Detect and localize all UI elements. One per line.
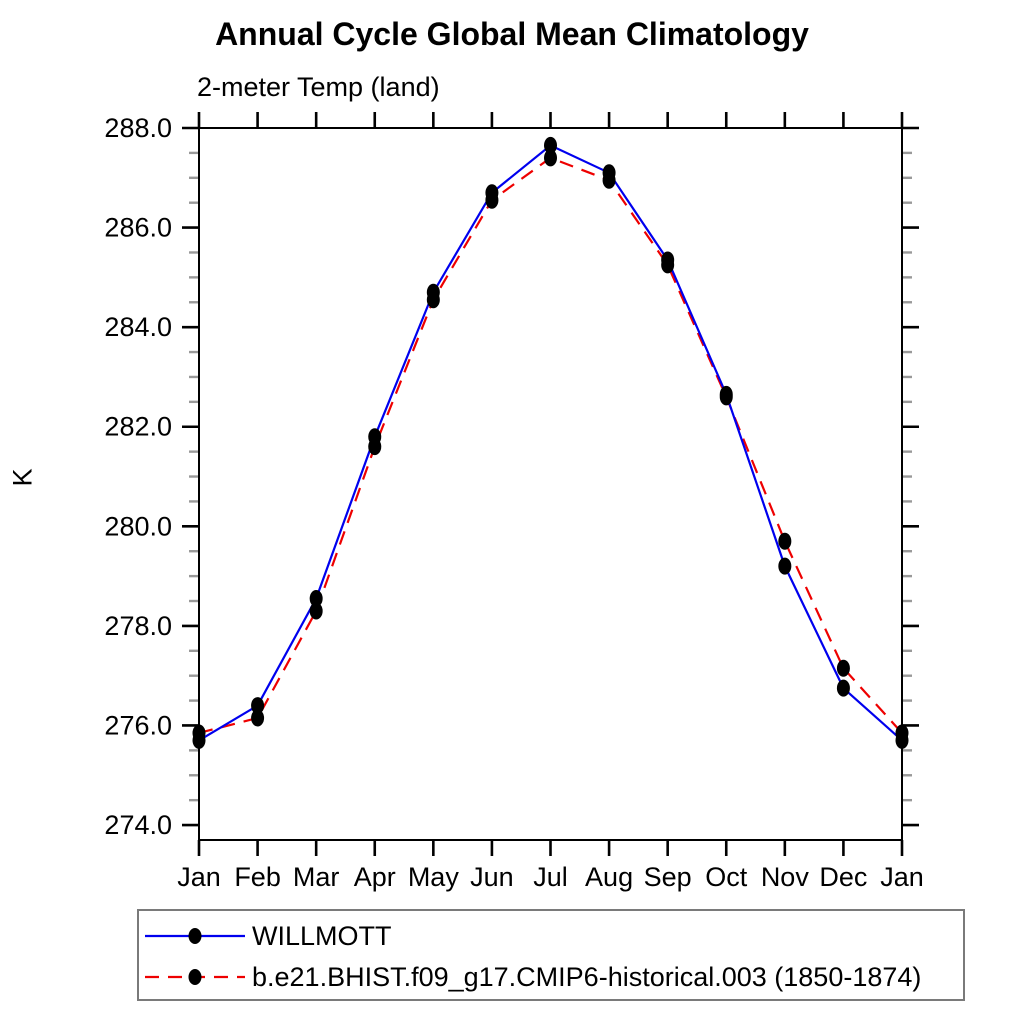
legend: WILLMOTT b.e21.BHIST.f09_g17.CMIP6-histo…	[137, 909, 965, 1001]
x-tick-label: Aug	[585, 862, 633, 892]
data-point-marker	[309, 602, 323, 620]
data-point-marker	[426, 291, 440, 309]
data-point-marker	[661, 256, 675, 274]
data-point-marker	[895, 724, 909, 742]
data-point-marker	[778, 557, 792, 575]
x-tick-label: Mar	[293, 862, 340, 892]
y-tick-label: 286.0	[104, 213, 172, 243]
x-tick-label: Dec	[819, 862, 867, 892]
data-point-marker	[719, 388, 733, 406]
data-point-marker	[485, 191, 499, 209]
data-point-marker	[368, 438, 382, 456]
series-line-willmott	[198, 144, 903, 742]
x-tick-label: Jul	[533, 862, 568, 892]
legend-sample-line-dashed	[145, 969, 245, 985]
legend-sample-line-solid	[145, 928, 245, 944]
data-point-marker	[192, 724, 206, 742]
x-tick-label: Jan	[880, 862, 924, 892]
x-tick-label: Sep	[644, 862, 692, 892]
y-tick-label: 276.0	[104, 710, 172, 740]
x-tick-label: Oct	[705, 862, 748, 892]
legend-entry-willmott: WILLMOTT	[141, 917, 392, 955]
y-tick-label: 288.0	[104, 113, 172, 143]
data-point-marker	[251, 697, 265, 715]
chart-subtitle: 2-meter Temp (land)	[197, 72, 440, 102]
x-tick-label: Apr	[354, 862, 396, 892]
y-tick-label: 274.0	[104, 810, 172, 840]
legend-marker-dot	[188, 969, 202, 985]
legend-label-willmott: WILLMOTT	[252, 920, 392, 951]
data-point-marker	[602, 171, 616, 189]
y-tick-label: 282.0	[104, 412, 172, 442]
y-tick-label: 284.0	[104, 312, 172, 342]
data-point-marker	[836, 659, 850, 677]
data-point-marker	[836, 679, 850, 697]
data-point-marker	[544, 149, 557, 167]
plot-frame	[198, 127, 903, 841]
data-point-marker	[251, 709, 265, 727]
data-point-marker	[778, 532, 792, 550]
legend-marker-dot	[188, 928, 202, 944]
x-tick-label: Jun	[470, 862, 514, 892]
legend-label-model: b.e21.BHIST.f09_g17.CMIP6-historical.003…	[252, 961, 922, 992]
chart-title: Annual Cycle Global Mean Climatology	[215, 16, 809, 52]
data-point-marker	[544, 136, 557, 154]
legend-entry-model: b.e21.BHIST.f09_g17.CMIP6-historical.003…	[141, 958, 921, 996]
x-tick-label: Jan	[177, 862, 221, 892]
data-point-marker	[309, 590, 323, 608]
x-tick-label: May	[408, 862, 460, 892]
x-tick-label: Nov	[761, 862, 810, 892]
x-tick-label: Feb	[234, 862, 281, 892]
series-line-model	[198, 156, 903, 735]
y-tick-label: 278.0	[104, 611, 172, 641]
y-tick-label: 280.0	[104, 511, 172, 541]
